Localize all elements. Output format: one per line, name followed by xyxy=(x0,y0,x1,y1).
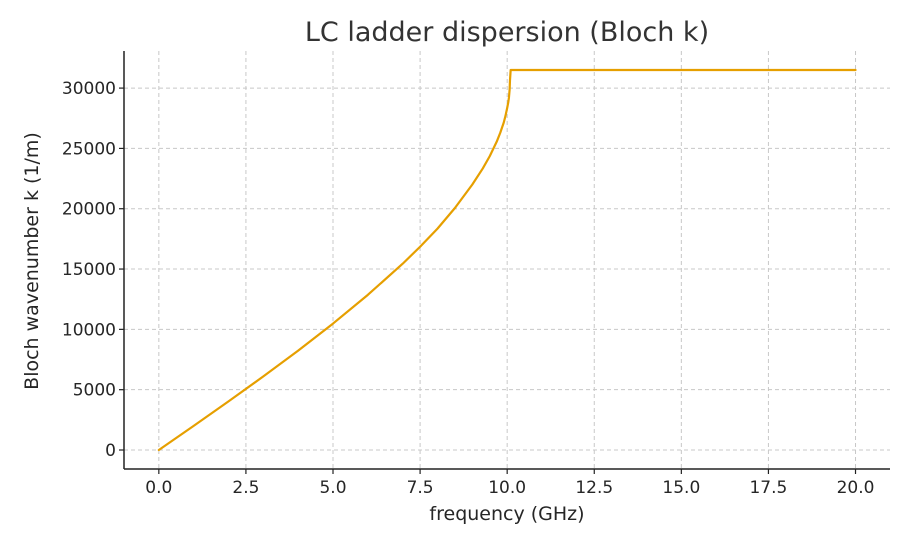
x-tick-label: 7.5 xyxy=(407,478,434,498)
plot-area xyxy=(157,68,857,452)
chart-title: LC ladder dispersion (Bloch k) xyxy=(305,17,709,48)
y-tick-label: 5000 xyxy=(73,381,116,401)
series-line xyxy=(157,68,857,452)
x-axis-label: frequency (GHz) xyxy=(429,503,584,525)
y-tick-label: 20000 xyxy=(62,200,116,220)
x-tick-label: 0.0 xyxy=(145,478,172,498)
y-tick-label: 10000 xyxy=(62,320,116,340)
x-tick-label: 2.5 xyxy=(232,478,259,498)
y-tick-label: 30000 xyxy=(62,79,116,99)
y-axis-label: Bloch wavenumber k (1/m) xyxy=(21,132,43,390)
x-tick-label: 12.5 xyxy=(575,478,613,498)
y-tick-label: 15000 xyxy=(62,260,116,280)
y-axis: 0 5000 10000 15000 20000 25000 30000 xyxy=(62,79,124,461)
x-axis: 0.0 2.5 5.0 7.5 10.0 12.5 15.0 17.5 20.0 xyxy=(145,469,874,498)
x-tick-label: 15.0 xyxy=(662,478,700,498)
x-tick-label: 20.0 xyxy=(837,478,875,498)
grid xyxy=(124,51,890,469)
x-tick-label: 5.0 xyxy=(319,478,346,498)
y-tick-label: 25000 xyxy=(62,139,116,159)
x-tick-label: 17.5 xyxy=(749,478,787,498)
x-tick-label: 10.0 xyxy=(488,478,526,498)
y-tick-label: 0 xyxy=(105,441,116,461)
